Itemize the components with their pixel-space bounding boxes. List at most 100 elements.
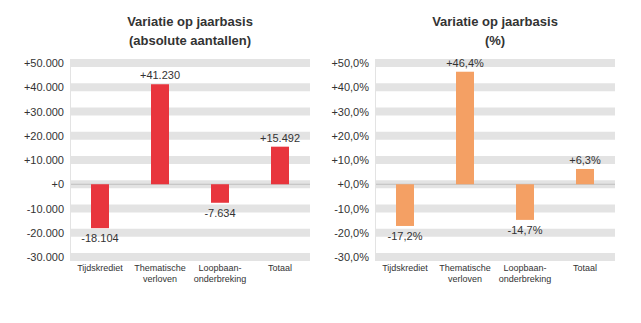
grid-band	[375, 83, 615, 91]
y-tick-label: +0,0%	[338, 178, 370, 190]
y-tick-label: -30,0%	[334, 251, 369, 263]
y-tick-label: +40.000	[24, 81, 64, 93]
chart-0: Variatie op jaarbasis (absolute aantallen…	[24, 14, 311, 284]
x-tick-label-line: verloven	[448, 274, 482, 284]
y-tick: -10,0%	[334, 203, 375, 215]
y-tick-label: +10,0%	[331, 154, 369, 166]
x-axis-line	[376, 257, 616, 258]
x-tick-label-line: Thematische	[134, 263, 186, 273]
y-tick-label: -20,0%	[334, 227, 369, 239]
grid-band	[375, 59, 615, 67]
y-tick: +30,0%	[331, 106, 375, 118]
data-label: +46,4%	[446, 57, 484, 69]
x-axis-line	[71, 257, 311, 258]
data-labels: -18.104 +41.230 -7.634 +15.492	[81, 69, 300, 244]
y-tick: +40,0%	[331, 81, 375, 93]
grid-band	[70, 108, 310, 116]
x-tick: Thematischeverloven	[134, 257, 186, 284]
y-tick-label: -10,0%	[334, 203, 369, 215]
x-tick-label-line: onderbreking	[499, 274, 552, 284]
y-tick: -30.000	[27, 251, 70, 263]
data-label: -17,2%	[388, 230, 423, 242]
y-axis-line	[70, 64, 71, 258]
chart-subtitle: (%)	[485, 33, 505, 48]
y-tick-label: -20.000	[27, 227, 64, 239]
y-tick: -30,0%	[334, 251, 375, 263]
y-tick-label: +30.000	[24, 106, 64, 118]
grid	[70, 63, 310, 257]
x-axis: Tijdskrediet Thematischeverloven Loopbaan-…	[71, 257, 311, 284]
y-tick: -20,0%	[334, 227, 375, 239]
x-tick-label-line: Loopbaan-	[503, 263, 546, 273]
y-tick: +10.000	[24, 154, 70, 166]
x-tick-label-line: onderbreking	[194, 274, 247, 284]
grid-band	[375, 253, 615, 261]
chart-subtitle: (absolute aantallen)	[129, 33, 251, 48]
x-tick-label: Tijdskrediet	[382, 263, 428, 273]
bar	[576, 169, 594, 184]
x-tick-label-line: Loopbaan-	[198, 263, 241, 273]
bar	[516, 184, 534, 220]
x-tick-label: Totaal	[268, 263, 292, 273]
chart-1: Variatie op jaarbasis (%) -30,0% -20,0% -10,…	[331, 14, 615, 284]
y-tick: +20,0%	[331, 130, 375, 142]
x-tick: Totaal	[573, 257, 597, 273]
bar	[91, 184, 109, 228]
bar	[271, 147, 289, 185]
y-tick: -20.000	[27, 227, 70, 239]
x-tick-label: Thematischeverloven	[134, 263, 186, 283]
x-tick: Totaal	[268, 257, 292, 273]
y-tick: +0,0%	[338, 178, 376, 190]
grid-band	[70, 253, 310, 261]
grid-band	[70, 83, 310, 91]
y-tick-label: +30,0%	[331, 106, 369, 118]
y-tick: +0	[51, 178, 70, 190]
y-axis: -30,0% -20,0% -10,0% +0,0% +10,0% +20,0% +30,0…	[331, 57, 375, 263]
x-tick-label: Loopbaan-onderbreking	[194, 263, 247, 283]
y-tick-label: -30.000	[27, 251, 64, 263]
data-label: -18.104	[81, 232, 118, 244]
y-tick-label: +10.000	[24, 154, 64, 166]
y-tick: +20.000	[24, 130, 70, 142]
grid-band	[375, 132, 615, 140]
y-tick: -10.000	[27, 203, 70, 215]
x-tick-label-line: Totaal	[268, 263, 292, 273]
y-tick: +30.000	[24, 106, 70, 118]
x-axis: Tijdskrediet Thematischeverloven Loopbaan-…	[376, 257, 616, 284]
bar	[396, 184, 414, 226]
x-tick: Loopbaan-onderbreking	[499, 257, 552, 284]
grid-band	[375, 108, 615, 116]
y-tick-label: +50.000	[24, 57, 64, 69]
bar	[151, 84, 169, 184]
data-label: -7.634	[204, 207, 235, 219]
x-tick: Loopbaan-onderbreking	[194, 257, 247, 284]
y-tick-label: +0	[51, 178, 64, 190]
grid-band	[70, 59, 310, 67]
y-tick: +10,0%	[331, 154, 375, 166]
x-tick-label: Loopbaan-onderbreking	[499, 263, 552, 283]
chart-title: Variatie op jaarbasis	[432, 14, 558, 29]
x-tick-label-line: Thematische	[439, 263, 491, 273]
bars	[396, 72, 594, 226]
data-label: +6,3%	[569, 154, 601, 166]
bar	[456, 72, 474, 185]
y-tick: +50.000	[24, 57, 70, 69]
x-tick: Thematischeverloven	[439, 257, 491, 284]
y-tick: +50,0%	[331, 57, 375, 69]
data-label: -14,7%	[508, 224, 543, 236]
data-label: +15.492	[260, 132, 300, 144]
y-tick-label: -10.000	[27, 203, 64, 215]
y-tick-label: +20.000	[24, 130, 64, 142]
data-labels: -17,2% +46,4% -14,7% +6,3%	[388, 57, 601, 242]
bars	[91, 84, 289, 228]
chart-canvas: Variatie op jaarbasis (absolute aantallen…	[0, 0, 641, 323]
y-tick-label: +40,0%	[331, 81, 369, 93]
y-axis-line	[375, 64, 376, 258]
x-tick-label-line: Totaal	[573, 263, 597, 273]
grid	[375, 63, 615, 257]
data-label: +41.230	[140, 69, 180, 81]
chart-title: Variatie op jaarbasis	[127, 14, 253, 29]
x-tick-label-line: Tijdskrediet	[77, 263, 123, 273]
x-tick-label: Totaal	[573, 263, 597, 273]
x-tick: Tijdskrediet	[382, 257, 428, 273]
